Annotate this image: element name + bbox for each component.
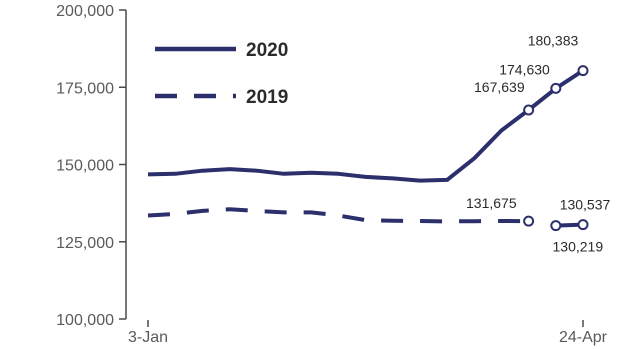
- data-label-2019-16: 130,537: [560, 197, 611, 213]
- point-2019-16: [577, 219, 589, 231]
- y-tick-label-200000: 200,000: [56, 3, 114, 20]
- point-2019-15: [550, 220, 562, 232]
- data-label-2019-14: 131,675: [466, 195, 517, 211]
- series-line-2019-part-1: [147, 207, 529, 224]
- data-label-2020-15: 174,630: [499, 61, 550, 77]
- point-2020-15: [550, 82, 562, 94]
- data-labels: 167,639 174,630 180,383 131,675 130,219 130,5…: [466, 33, 611, 255]
- point-2020-14: [523, 104, 535, 116]
- y-tick-label-150000: 150,000: [56, 158, 114, 175]
- series-markers: [523, 65, 589, 232]
- series-line-2020: [147, 68, 585, 183]
- y-tick-label-175000: 175,000: [56, 80, 114, 97]
- y-axis: 100,000 125,000 150,000 175,000 200,000: [56, 3, 127, 329]
- point-2019-14: [523, 215, 535, 227]
- point-2020-16: [577, 65, 589, 77]
- data-label-2019-15: 130,219: [553, 239, 604, 255]
- y-tick-label-125000: 125,000: [56, 235, 114, 252]
- x-tick-label-3-Jan: 3-Jan: [128, 329, 168, 346]
- y-tick-label-100000: 100,000: [56, 312, 114, 329]
- data-label-2020-16: 180,383: [528, 33, 579, 49]
- legend-label-2019: 2019: [246, 87, 288, 108]
- legend: 2020 2019: [155, 40, 288, 108]
- data-label-2020-14: 167,639: [474, 79, 525, 95]
- x-tick-label-24-Apr: 24-Apr: [559, 329, 608, 346]
- x-axis: 3-Jan 24-Apr: [128, 320, 608, 346]
- legend-label-2020: 2020: [246, 40, 288, 61]
